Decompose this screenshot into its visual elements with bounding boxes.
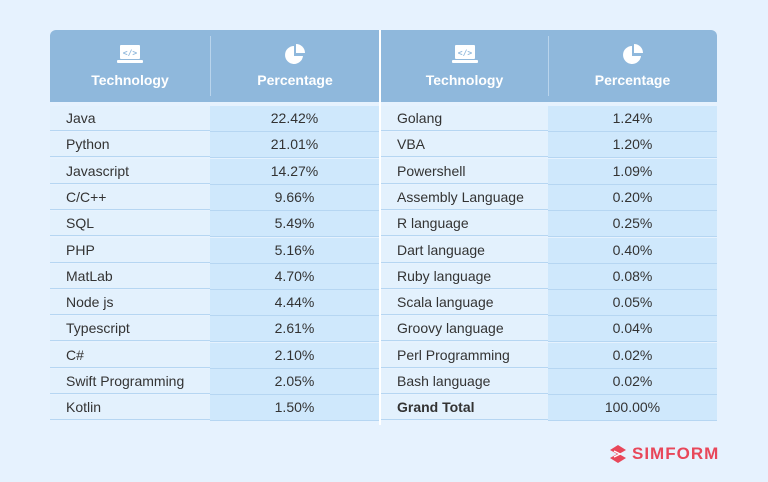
technology-cell: MatLab <box>50 263 210 289</box>
technology-cell: Java <box>50 106 210 131</box>
percentage-cell: 22.42% <box>210 106 379 132</box>
percentage-cell: 2.61% <box>210 316 379 343</box>
column-divider <box>379 30 381 425</box>
percentage-cell: 5.49% <box>210 211 379 238</box>
technology-cell: Kotlin <box>50 395 210 421</box>
technology-cell: Python <box>50 132 210 158</box>
header-label: Percentage <box>257 72 333 88</box>
technology-cell: Swift Programming <box>50 369 210 394</box>
technology-cell: Assembly Language <box>381 184 548 210</box>
technology-cell: VBA <box>381 132 548 158</box>
percentage-cell: 9.66% <box>210 184 379 211</box>
technology-cell: Ruby language <box>381 263 548 289</box>
technology-cell: Javascript <box>50 158 210 184</box>
laptop-code-icon: </> <box>117 45 143 63</box>
percentage-cell: 0.08% <box>548 263 717 290</box>
table-row: MatLab 4.70% Ruby language 0.08% <box>50 263 717 290</box>
technology-cell: Dart language <box>381 237 548 263</box>
table-header: </> Technology Percentage </> Technology… <box>50 30 717 102</box>
table-row: PHP 5.16% Dart language 0.40% <box>50 237 717 264</box>
technology-cell: R language <box>381 211 548 237</box>
percentage-cell: 0.02% <box>548 369 717 395</box>
technology-cell: Typescript <box>50 316 210 342</box>
header-label: Percentage <box>594 72 671 88</box>
technology-cell: Groovy language <box>381 316 548 342</box>
pie-chart-icon <box>285 44 305 64</box>
header-label: Technology <box>91 72 169 88</box>
table-row: Kotlin 1.50% Grand Total 100.00% <box>50 395 717 422</box>
header-percentage-right: Percentage <box>548 30 717 102</box>
technology-cell: SQL <box>50 211 210 237</box>
percentage-cell: 5.16% <box>210 237 379 264</box>
header-technology-right: </> Technology <box>381 30 548 102</box>
technology-cell: Golang <box>381 106 548 131</box>
header-divider <box>548 36 549 96</box>
percentage-cell: 0.02% <box>548 342 717 369</box>
percentage-cell: 1.20% <box>548 132 717 159</box>
table-row: SQL 5.49% R language 0.25% <box>50 211 717 238</box>
technology-cell: Scala language <box>381 290 548 316</box>
technology-cell: Bash language <box>381 369 548 394</box>
table-row: Python 21.01% VBA 1.20% <box>50 132 717 159</box>
percentage-cell: 21.01% <box>210 132 379 159</box>
percentage-cell: 1.24% <box>548 106 717 132</box>
technology-table: </> Technology Percentage </> Technology… <box>50 30 717 425</box>
header-divider <box>210 36 211 96</box>
svg-text:</>: </> <box>457 49 472 58</box>
logo-text: SIMFORM <box>632 444 720 463</box>
technology-cell: Node js <box>50 290 210 316</box>
percentage-cell: 0.25% <box>548 211 717 238</box>
percentage-cell: 1.09% <box>548 158 717 185</box>
technology-cell: C# <box>50 342 210 368</box>
percentage-cell: 14.27% <box>210 158 379 185</box>
technology-cell: C/C++ <box>50 184 210 210</box>
percentage-cell: 0.20% <box>548 184 717 211</box>
percentage-cell: 100.00% <box>548 395 717 422</box>
header-technology-left: </> Technology <box>50 30 210 102</box>
table-row: C# 2.10% Perl Programming 0.02% <box>50 342 717 369</box>
technology-cell: Grand Total <box>381 395 548 421</box>
percentage-cell: 2.10% <box>210 342 379 369</box>
technology-cell: Powershell <box>381 158 548 184</box>
percentage-cell: 1.50% <box>210 395 379 422</box>
technology-cell: Perl Programming <box>381 342 548 368</box>
table-row: Typescript 2.61% Groovy language 0.04% <box>50 316 717 343</box>
table-row: Javascript 14.27% Powershell 1.09% <box>50 158 717 185</box>
percentage-cell: 4.44% <box>210 290 379 317</box>
percentage-cell: 0.05% <box>548 290 717 317</box>
percentage-cell: 4.70% <box>210 263 379 290</box>
table-row: C/C++ 9.66% Assembly Language 0.20% <box>50 184 717 211</box>
percentage-cell: 2.05% <box>210 369 379 395</box>
simform-logo-icon <box>610 445 626 463</box>
percentage-cell: 0.40% <box>548 237 717 264</box>
svg-text:</>: </> <box>123 49 138 58</box>
table-row: Java 22.42% Golang 1.24% <box>50 106 717 132</box>
pie-chart-icon <box>622 44 643 64</box>
percentage-cell: 0.04% <box>548 316 717 343</box>
header-percentage-left: Percentage <box>210 30 380 102</box>
technology-cell: PHP <box>50 237 210 263</box>
table-row: Swift Programming 2.05% Bash language 0.02% <box>50 369 717 395</box>
simform-logo: SIMFORM <box>608 444 719 464</box>
header-label: Technology <box>425 72 504 88</box>
laptop-code-icon: </> <box>451 45 478 63</box>
table-row: Node js 4.44% Scala language 0.05% <box>50 290 717 317</box>
